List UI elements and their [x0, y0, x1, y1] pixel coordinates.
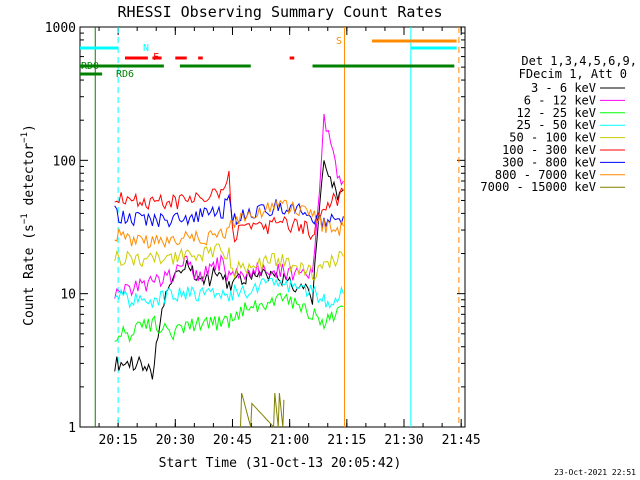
series-line [114, 292, 344, 344]
y-axis-label: Count Rate (s−1 detector−1) [20, 124, 37, 326]
series-line [114, 170, 344, 243]
legend-header-line2: FDecim 1, Att 0 [519, 67, 627, 81]
legend-item-label: 800 - 7000 keV [495, 168, 596, 182]
y-axis-label-end: ) [22, 124, 37, 132]
state-bar-label: S [336, 36, 342, 47]
series-line [114, 243, 344, 281]
series-line [240, 392, 285, 429]
legend-item-label: 12 - 25 keV [517, 106, 596, 120]
x-tick-label: 21:30 [384, 433, 423, 448]
y-axis-label-sup1: −1 [20, 213, 30, 224]
x-axis-label: Start Time (31-Oct-13 20:05:42) [159, 456, 402, 471]
state-bar-label: F [153, 52, 159, 63]
y-axis-label-main: Count Rate (s [22, 224, 37, 326]
y-tick-label: 1 [68, 421, 76, 436]
x-tick-label: 20:30 [156, 433, 195, 448]
state-bar-label: RD6 [116, 69, 134, 80]
legend: Det 1,3,4,5,6,9, FDecim 1, Att 0 3 - 6 k… [480, 54, 637, 194]
y-axis-label-sup2: −1 [20, 132, 30, 143]
x-tick-label: 20:15 [99, 433, 138, 448]
legend-item-label: 25 - 50 keV [517, 118, 596, 132]
plot-area: 1 10 100 1000 20:15 20:30 20:45 21:00 21:15 21:30… [45, 21, 481, 448]
series-line [114, 199, 344, 249]
y-tick-label: 1000 [45, 21, 76, 36]
chart-title: RHESSI Observing Summary Count Rates [117, 3, 442, 21]
series-line [114, 193, 344, 228]
legend-item-label: 100 - 300 keV [502, 143, 596, 157]
series-line [114, 160, 344, 380]
legend-item-label: 7000 - 15000 keV [480, 180, 596, 194]
legend-item-label: 300 - 800 keV [502, 155, 596, 169]
y-tick-label: 10 [60, 288, 76, 303]
generation-timestamp: 23-Oct-2021 22:51 [554, 468, 636, 477]
legend-item-label: 50 - 100 keV [509, 131, 596, 145]
y-tick-label: 100 [53, 154, 76, 169]
legend-item-label: 6 - 12 keV [524, 93, 596, 107]
state-bar-label: N [143, 43, 149, 54]
x-tick-label: 21:00 [270, 433, 309, 448]
state-bar-label: RD0 [81, 61, 99, 72]
series-line [114, 277, 344, 310]
legend-header-line1: Det 1,3,4,5,6,9, [521, 54, 637, 68]
y-axis-label-mid: detector [22, 143, 37, 214]
plot-frame [79, 26, 466, 428]
x-tick-label: 21:15 [327, 433, 366, 448]
x-tick-label: 20:45 [213, 433, 252, 448]
legend-item-label: 3 - 6 keV [531, 81, 596, 95]
x-tick-label: 21:45 [442, 433, 481, 448]
